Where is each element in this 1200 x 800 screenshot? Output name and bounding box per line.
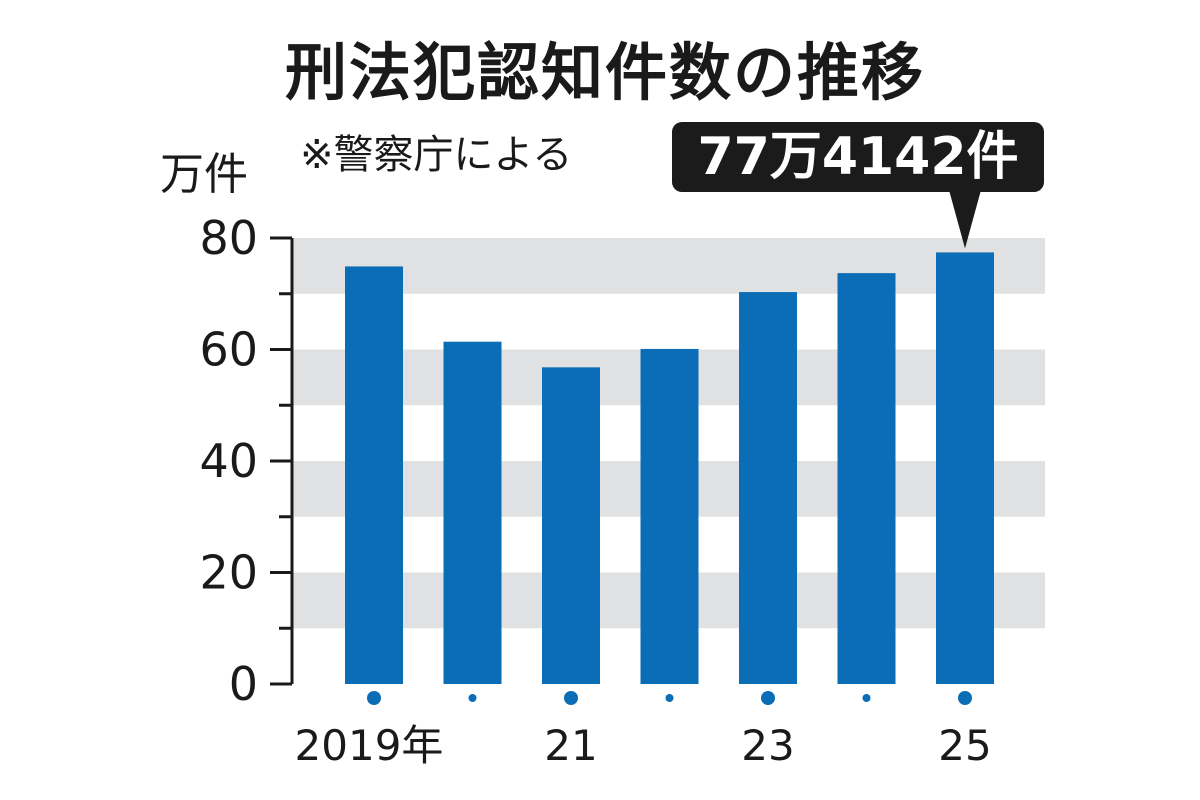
- grid-band: [292, 238, 1045, 294]
- x-tick-dots: [367, 691, 972, 705]
- chart-title: 刑法犯認知件数の推移: [285, 36, 926, 109]
- y-tick-label: 20: [199, 546, 258, 600]
- y-tick-label: 0: [229, 657, 258, 711]
- x-tick-label: 21: [544, 721, 597, 770]
- x-tick-dot: [958, 691, 972, 705]
- bar-2025: [936, 252, 994, 684]
- x-tick-label: 23: [741, 721, 794, 770]
- bar-2022: [640, 348, 699, 684]
- x-tick-dot: [367, 691, 381, 705]
- bar-2023: [739, 292, 797, 684]
- bar-2024: [837, 273, 896, 684]
- y-tick-label: 40: [199, 434, 258, 488]
- y-axis: [270, 236, 294, 686]
- y-tick-label: 60: [199, 323, 258, 377]
- x-tick-dot: [468, 694, 477, 702]
- bar-2021: [542, 367, 600, 684]
- x-tick-dot: [665, 694, 674, 702]
- x-tick-dot: [564, 691, 578, 705]
- x-tick-dot: [862, 694, 871, 702]
- callout-pointer: [949, 190, 981, 249]
- value-callout: 77万4142件: [672, 122, 1044, 192]
- y-axis-unit-label: 万件: [160, 149, 248, 200]
- bar-2020: [443, 341, 502, 684]
- x-tick-labels: 2019年 21 23 25: [295, 721, 992, 770]
- x-tick-dot: [761, 691, 775, 705]
- bar-2019: [345, 266, 403, 684]
- bars: [345, 252, 994, 684]
- y-tick-labels: 0 20 40 60 80: [199, 211, 258, 711]
- x-tick-label: 2019年: [295, 721, 444, 770]
- x-tick-label: 25: [938, 721, 991, 770]
- source-note: ※警察庁による: [300, 132, 573, 178]
- y-tick-label: 80: [199, 211, 258, 265]
